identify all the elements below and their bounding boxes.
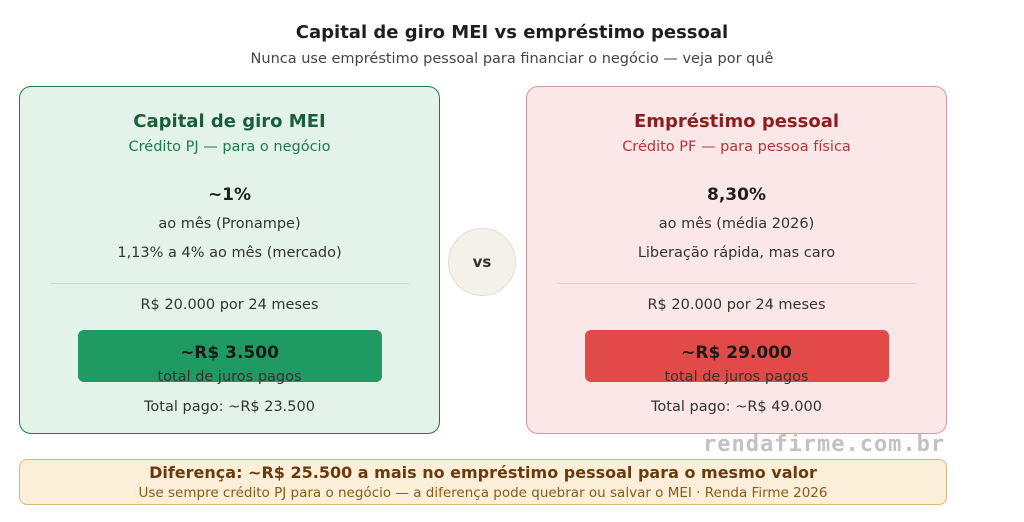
loan-terms: R$ 20.000 por 24 meses — [647, 297, 826, 313]
page-title: Capital de giro MEI vs empréstimo pessoa… — [295, 22, 729, 43]
rate-note: ao mês (média 2026) — [658, 216, 815, 232]
card-title: Capital de giro MEI — [133, 111, 326, 132]
card-title: Empréstimo pessoal — [633, 111, 840, 132]
watermark: rendafirme.com.br — [703, 432, 946, 457]
market-rate-note: 1,13% a 4% ao mês (mercado) — [117, 245, 342, 261]
rate-value: ~1% — [207, 185, 252, 205]
divider — [557, 283, 916, 284]
juros-highlight-box — [585, 330, 889, 382]
rate-note: ao mês (Pronampe) — [158, 216, 301, 232]
rate-value: 8,30% — [707, 185, 766, 205]
divider — [50, 283, 409, 284]
card-subtitle: Crédito PF — para pessoa física — [622, 139, 851, 155]
release-note: Liberação rápida, mas caro — [637, 245, 836, 261]
difference-headline: Diferença: ~R$ 25.500 a mais no emprésti… — [149, 463, 817, 482]
juros-label: total de juros pagos — [157, 369, 302, 385]
card-subtitle: Crédito PJ — para o negócio — [128, 139, 331, 155]
difference-banner: Diferença: ~R$ 25.500 a mais no emprésti… — [19, 459, 947, 505]
total-paid: Total pago: ~R$ 49.000 — [651, 399, 822, 415]
emprestimo-pessoal-card: Empréstimo pessoal Crédito PF — para pes… — [526, 86, 947, 434]
total-paid: Total pago: ~R$ 23.500 — [144, 399, 315, 415]
vs-badge: vs — [448, 228, 516, 296]
page-subtitle: Nunca use empréstimo pessoal para financ… — [250, 51, 774, 67]
capital-de-giro-card: Capital de giro MEI Crédito PJ — para o … — [19, 86, 440, 434]
loan-terms: R$ 20.000 por 24 meses — [140, 297, 319, 313]
juros-value: ~R$ 29.000 — [681, 343, 792, 363]
juros-value: ~R$ 3.500 — [180, 343, 279, 363]
juros-highlight-box — [78, 330, 382, 382]
juros-label: total de juros pagos — [664, 369, 809, 385]
difference-note: Use sempre crédito PJ para o negócio — a… — [138, 485, 828, 501]
